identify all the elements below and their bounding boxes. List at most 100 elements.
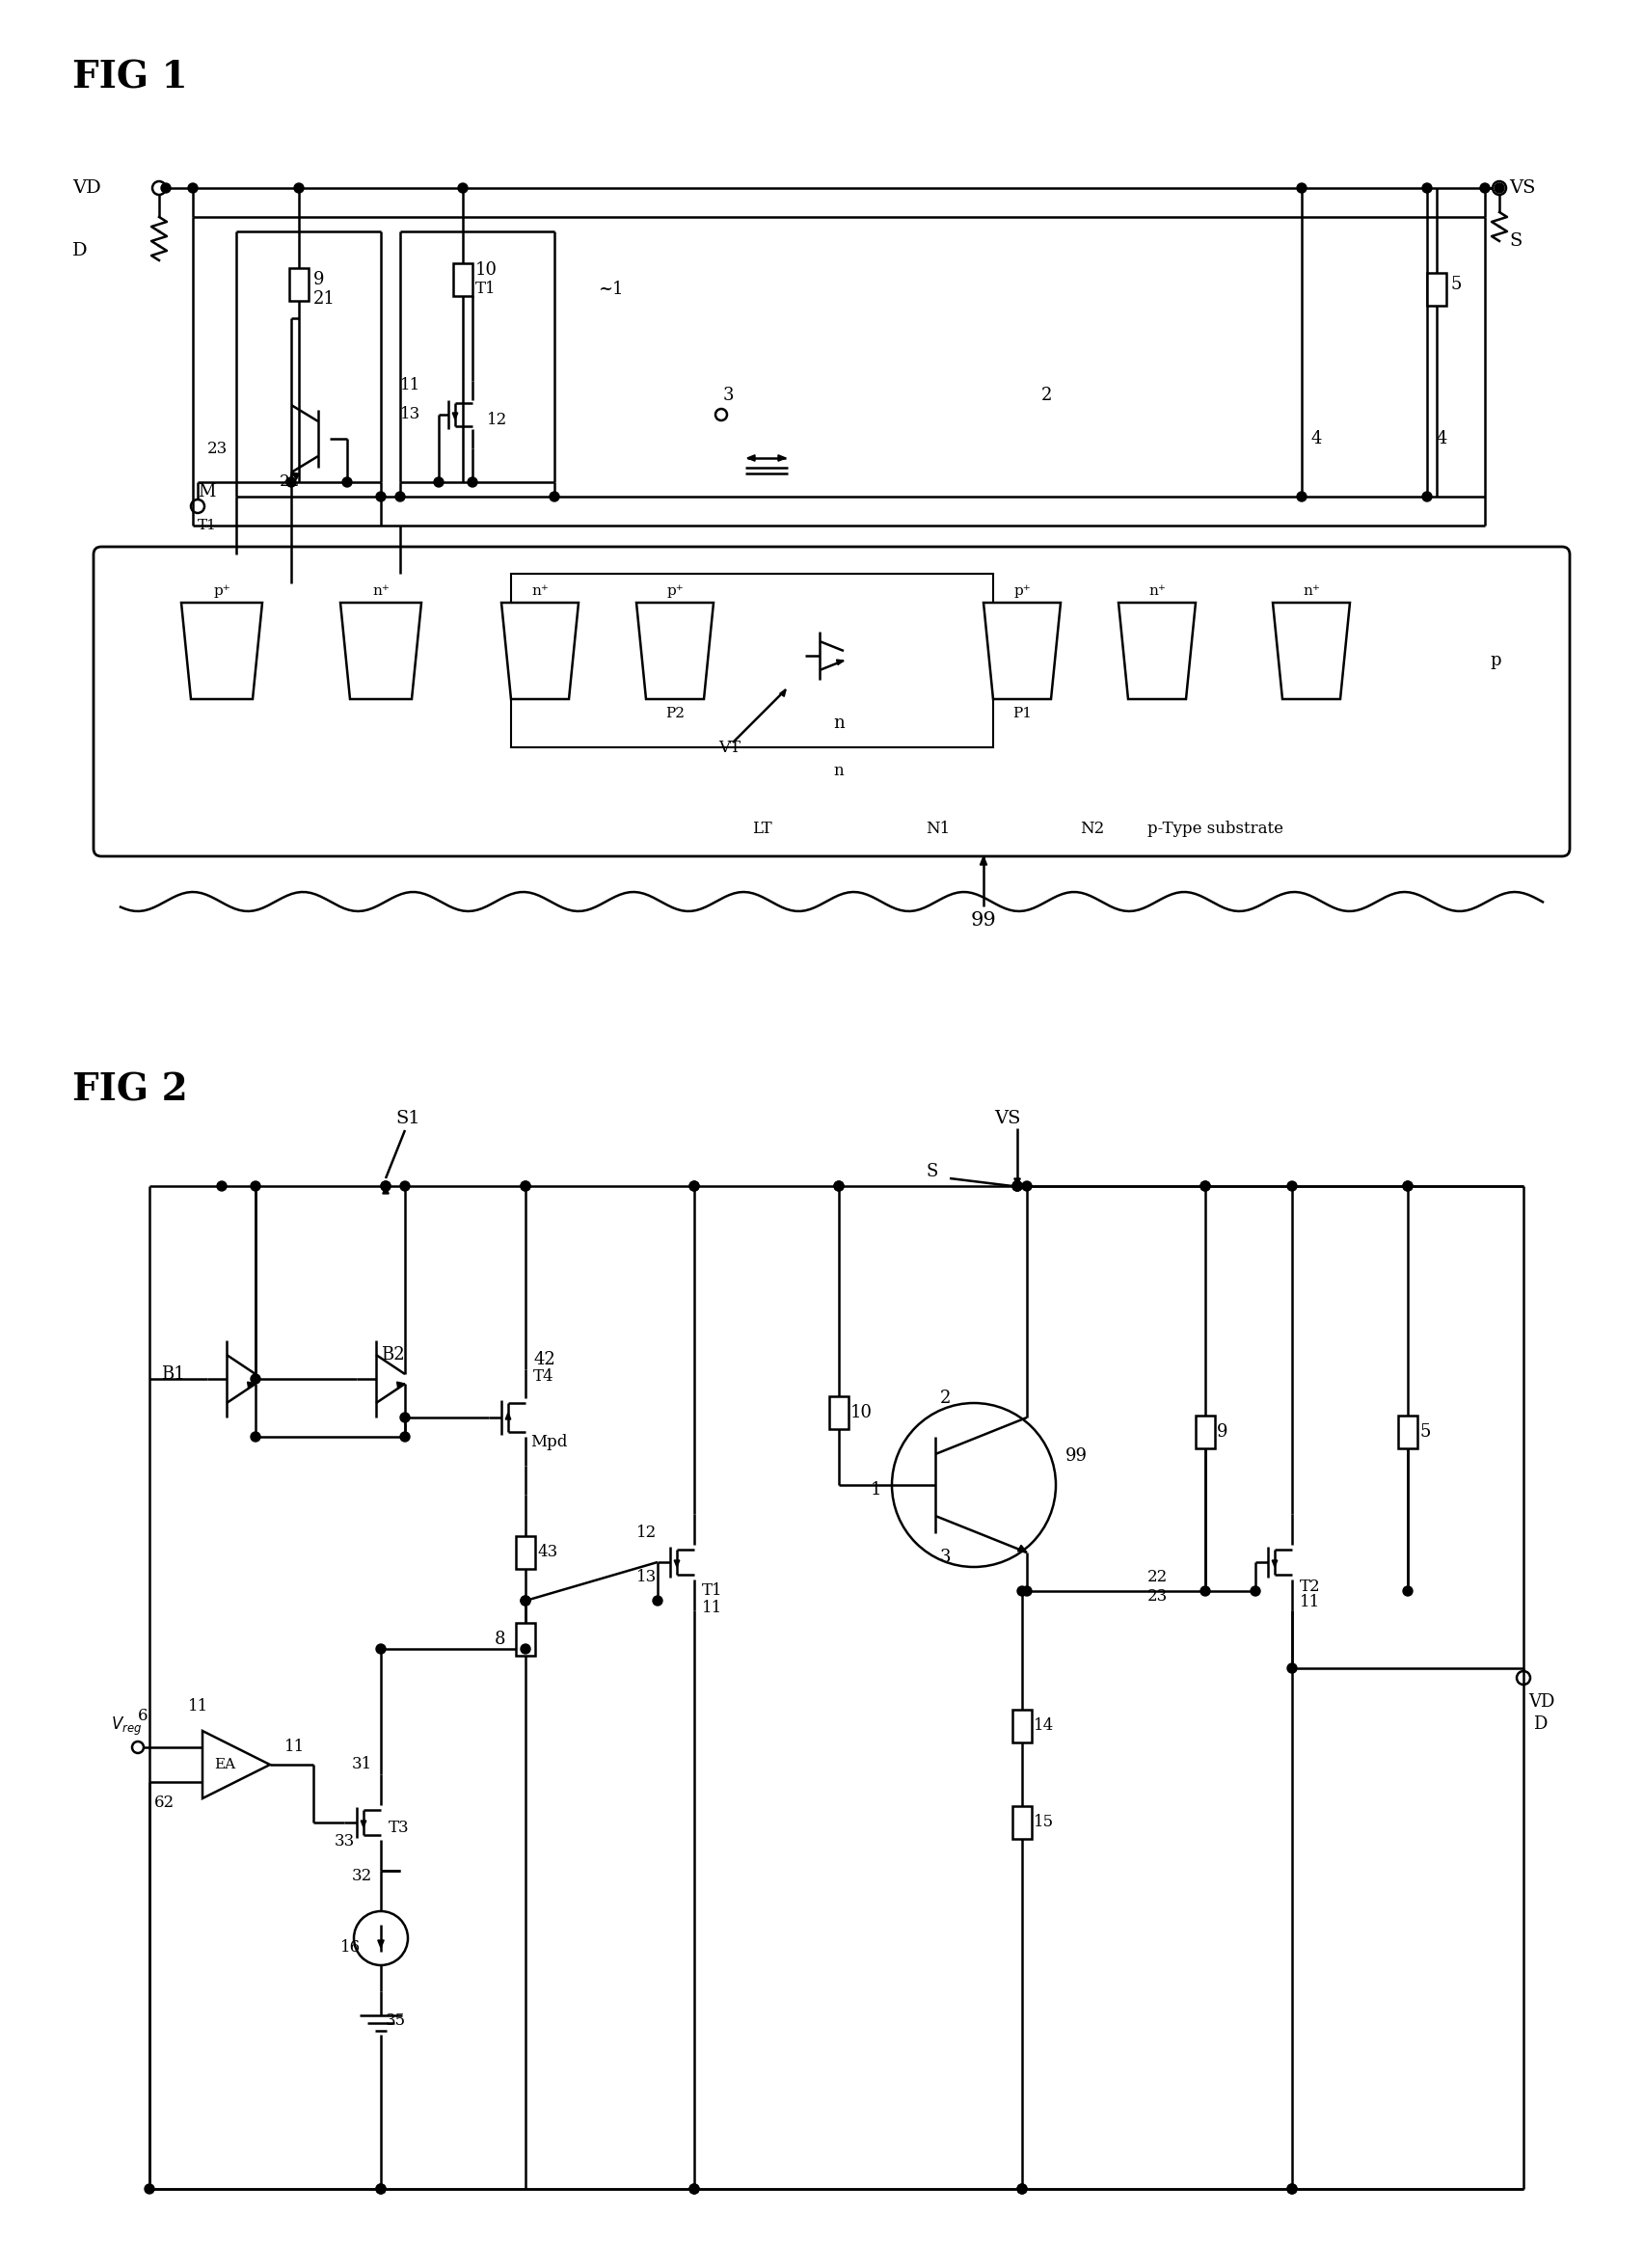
Bar	[516, 1624, 536, 1656]
Circle shape	[1402, 1182, 1412, 1191]
Circle shape	[1013, 1182, 1023, 1191]
Text: D: D	[1534, 1715, 1547, 1733]
Text: 11: 11	[702, 1601, 722, 1617]
Text: 10: 10	[850, 1404, 873, 1422]
Text: 13: 13	[636, 1569, 658, 1585]
Polygon shape	[1014, 1179, 1021, 1186]
Circle shape	[467, 476, 477, 488]
Text: 1: 1	[871, 1481, 881, 1499]
Circle shape	[250, 1182, 260, 1191]
Polygon shape	[378, 1939, 385, 1948]
Text: 11: 11	[1300, 1594, 1320, 1610]
Polygon shape	[748, 456, 755, 460]
Text: 5: 5	[1419, 1424, 1430, 1440]
Text: 23: 23	[207, 440, 229, 456]
Text: D: D	[72, 243, 87, 259]
Text: 5: 5	[1452, 277, 1462, 293]
Polygon shape	[360, 1821, 367, 1828]
Circle shape	[834, 1182, 843, 1191]
Polygon shape	[383, 1186, 388, 1193]
Circle shape	[161, 184, 171, 193]
Circle shape	[1422, 184, 1432, 193]
Text: 8: 8	[495, 1631, 506, 1649]
Text: P2: P2	[666, 708, 684, 721]
Circle shape	[1251, 1585, 1261, 1597]
Text: n: n	[834, 714, 845, 733]
Text: p⁺: p⁺	[214, 585, 230, 599]
Text: 6: 6	[138, 1708, 148, 1724]
Circle shape	[250, 1374, 260, 1383]
Polygon shape	[1118, 603, 1195, 699]
Circle shape	[376, 1644, 386, 1653]
Text: T1: T1	[475, 281, 496, 297]
Polygon shape	[181, 603, 263, 699]
Text: T1: T1	[197, 519, 217, 533]
Circle shape	[1018, 2184, 1028, 2193]
Circle shape	[521, 1644, 531, 1653]
Circle shape	[549, 492, 559, 501]
Text: 13: 13	[399, 406, 421, 422]
Circle shape	[399, 1413, 409, 1422]
Text: VD: VD	[1529, 1694, 1555, 1710]
Text: 33: 33	[335, 1833, 355, 1851]
Circle shape	[434, 476, 444, 488]
Circle shape	[459, 184, 467, 193]
Text: FIG 2: FIG 2	[72, 1070, 187, 1109]
Text: B1: B1	[161, 1365, 184, 1383]
Text: S: S	[926, 1163, 937, 1179]
Circle shape	[521, 1597, 531, 1606]
Circle shape	[395, 492, 404, 501]
Text: 42: 42	[533, 1352, 556, 1368]
Circle shape	[1200, 1182, 1210, 1191]
Circle shape	[834, 1182, 843, 1191]
Text: 4: 4	[1437, 431, 1448, 447]
Text: 4: 4	[1312, 431, 1322, 447]
Circle shape	[1297, 184, 1307, 193]
Text: 35: 35	[386, 2012, 406, 2028]
Circle shape	[145, 2184, 155, 2193]
Text: Mpd: Mpd	[531, 1433, 567, 1449]
Polygon shape	[636, 603, 713, 699]
Text: VS: VS	[1509, 179, 1535, 197]
Text: 22: 22	[1148, 1569, 1167, 1585]
Text: 21: 21	[314, 290, 335, 308]
Polygon shape	[501, 603, 579, 699]
Text: 99: 99	[1065, 1447, 1088, 1465]
Text: T1: T1	[702, 1583, 723, 1599]
Circle shape	[521, 1597, 531, 1606]
Polygon shape	[837, 660, 843, 665]
Text: 14: 14	[1034, 1717, 1054, 1735]
Circle shape	[399, 1431, 409, 1442]
Polygon shape	[1272, 603, 1350, 699]
Bar	[454, 263, 472, 297]
Bar	[516, 1535, 536, 1569]
Text: 3: 3	[723, 386, 735, 404]
Text: 31: 31	[352, 1755, 373, 1774]
Text: 43: 43	[538, 1545, 557, 1560]
Circle shape	[1480, 184, 1489, 193]
Circle shape	[399, 1182, 409, 1191]
Circle shape	[1297, 492, 1307, 501]
Circle shape	[286, 476, 296, 488]
Circle shape	[1200, 1585, 1210, 1597]
Polygon shape	[778, 456, 786, 460]
Circle shape	[294, 184, 304, 193]
Circle shape	[1287, 2184, 1297, 2193]
Circle shape	[1402, 1585, 1412, 1597]
Text: 11: 11	[187, 1699, 209, 1715]
Circle shape	[521, 1182, 531, 1191]
Text: 3: 3	[940, 1549, 952, 1565]
Circle shape	[1013, 1182, 1023, 1191]
Text: n⁺: n⁺	[1149, 585, 1166, 599]
Circle shape	[521, 1182, 531, 1191]
Circle shape	[653, 1597, 663, 1606]
Text: 2: 2	[1041, 386, 1052, 404]
Circle shape	[1494, 184, 1504, 193]
Text: p: p	[1489, 651, 1501, 669]
Text: S1: S1	[395, 1109, 419, 1127]
Text: n⁺: n⁺	[1302, 585, 1320, 599]
Polygon shape	[1272, 1560, 1277, 1567]
Text: VD: VD	[72, 179, 100, 197]
Text: 12: 12	[636, 1524, 658, 1542]
Polygon shape	[291, 472, 299, 479]
